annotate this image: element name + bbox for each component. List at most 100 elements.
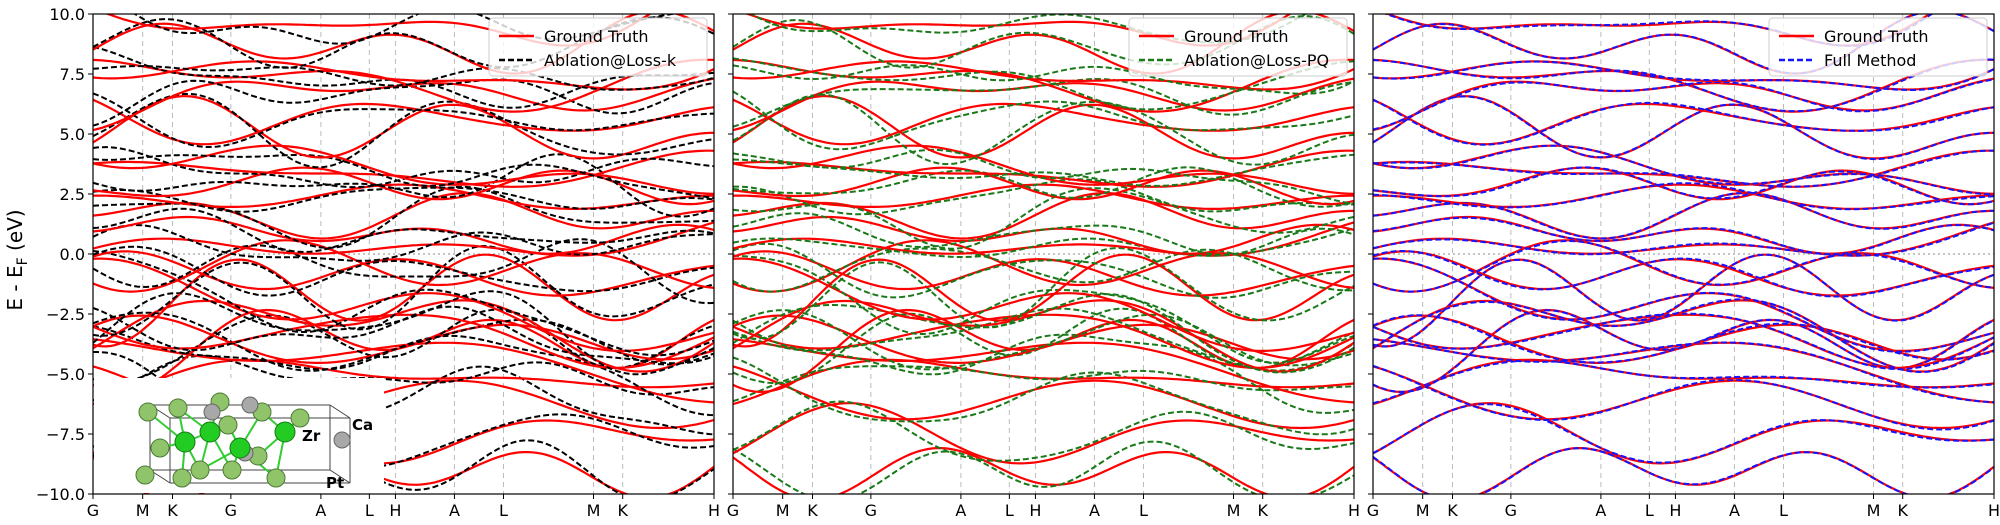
- band-ground-truth: [733, 95, 1354, 160]
- atom-label: Pt: [326, 474, 344, 492]
- band-ground-truth: [93, 358, 714, 406]
- band-prediction: [93, 153, 714, 218]
- y-tick-label: 2.5: [60, 185, 85, 204]
- band-prediction: [93, 311, 714, 372]
- x-tick-label: A: [315, 501, 326, 520]
- band-prediction: [1373, 364, 1994, 431]
- y-tick-label: −10.0: [36, 485, 85, 504]
- pt-atom: [138, 402, 158, 422]
- crystal-structure-inset: Ca Zr Pt: [94, 378, 384, 493]
- y-tick-label: 10.0: [49, 5, 85, 24]
- band-prediction: [733, 153, 1354, 187]
- band-ground-truth: [1373, 314, 1994, 364]
- x-tick-label: A: [449, 501, 460, 520]
- band-ground-truth: [1373, 77, 1994, 132]
- y-ticks: [728, 13, 733, 495]
- legend-label: Ground Truth: [1824, 27, 1929, 46]
- legend-label: Ablation@Loss-k: [544, 51, 677, 70]
- x-tick-label: L: [1779, 501, 1788, 520]
- pt-atom: [172, 468, 192, 488]
- band-prediction: [733, 90, 1354, 151]
- pt-atom: [190, 460, 210, 480]
- band-prediction: [1373, 239, 1994, 293]
- legend: Ground Truth Full Method: [1768, 17, 1988, 77]
- band-ground-truth: [1373, 191, 1994, 240]
- legend: Ground Truth Ablation@Loss-k: [488, 17, 708, 77]
- unit-cell-edge: [329, 469, 351, 484]
- band-ground-truth: [733, 447, 1354, 494]
- band-ground-truth: [733, 257, 1354, 352]
- band-prediction: [733, 365, 1354, 403]
- x-tick-label: H: [708, 501, 720, 520]
- legend-label: Ground Truth: [544, 27, 649, 46]
- band-ground-truth: [1373, 313, 1994, 370]
- band-prediction: [733, 440, 1354, 494]
- atom-label: Ca: [352, 416, 373, 434]
- x-tick-label: G: [727, 501, 739, 520]
- band-ground-truth: [93, 313, 714, 370]
- pt-atom: [150, 438, 170, 458]
- band-prediction: [93, 78, 714, 127]
- band-ground-truth: [93, 95, 714, 160]
- band-prediction: [1373, 338, 1994, 404]
- band-prediction: [1373, 182, 1994, 211]
- band-prediction: [1373, 95, 1994, 161]
- band-prediction: [733, 307, 1354, 372]
- band-ground-truth: [733, 365, 1354, 430]
- band-prediction: [93, 92, 714, 149]
- band-ground-truth: [93, 77, 714, 132]
- x-tick-label: G: [87, 501, 99, 520]
- legend-box: [1768, 17, 1988, 77]
- x-tick-label: K: [807, 501, 818, 520]
- zr-atom: [229, 437, 251, 459]
- y-tick-label: 5.0: [60, 125, 85, 144]
- pt-atom: [266, 468, 286, 488]
- band-prediction: [1373, 298, 1994, 373]
- y-tick-label: −5.0: [46, 365, 85, 384]
- panel-1: 10.07.55.02.50.0−2.5−5.0−7.5−10.0G M K G A L H…: [36, 5, 720, 520]
- y-ticks: [1368, 13, 1373, 495]
- band-prediction: [733, 227, 1354, 258]
- band-prediction: [1373, 149, 1994, 188]
- band-prediction: [1373, 216, 1994, 256]
- pt-atom: [218, 415, 238, 435]
- pt-atom: [290, 408, 310, 428]
- band-ground-truth: [1373, 365, 1994, 430]
- panels: 10.07.55.02.50.0−2.5−5.0−7.5−10.0G M K G A L H…: [36, 5, 2000, 520]
- band-prediction: [93, 16, 714, 69]
- x-tick-label: M: [136, 501, 150, 520]
- band-ground-truth: [733, 299, 1354, 373]
- band-ground-truth: [93, 299, 714, 373]
- band-ground-truth: [1373, 257, 1994, 352]
- ca-atom: [241, 396, 259, 414]
- band-ground-truth: [93, 149, 714, 188]
- x-tick-label: M: [1227, 501, 1241, 520]
- y-axis-label-sub: F: [15, 257, 31, 265]
- band-prediction: [93, 224, 714, 262]
- x-tick-label: K: [167, 501, 178, 520]
- band-prediction: [733, 64, 1354, 95]
- y-axis-label-tail: (eV): [3, 209, 27, 257]
- pt-atom: [222, 460, 242, 480]
- band-prediction: [1373, 60, 1994, 91]
- zr-atom: [174, 431, 196, 453]
- x-tick-label: L: [1139, 501, 1148, 520]
- band-ground-truth: [733, 77, 1354, 132]
- legend-label: Full Method: [1824, 51, 1916, 70]
- band-ground-truth: [733, 358, 1354, 406]
- band-prediction: [748, 14, 1308, 44]
- band-prediction: [1373, 78, 1994, 131]
- pt-atom: [135, 465, 155, 485]
- band-prediction: [733, 77, 1354, 128]
- y-tick-label: −7.5: [46, 425, 85, 444]
- x-tick-label: H: [1029, 501, 1041, 520]
- x-tick-label: G: [1505, 501, 1517, 520]
- y-tick-label: 7.5: [60, 65, 85, 84]
- band-prediction: [733, 254, 1354, 364]
- band-prediction: [733, 93, 1354, 166]
- band-ground-truth: [93, 221, 714, 257]
- legend-label: Ablation@Loss-PQ: [1184, 51, 1329, 70]
- band-prediction: [1373, 98, 1994, 146]
